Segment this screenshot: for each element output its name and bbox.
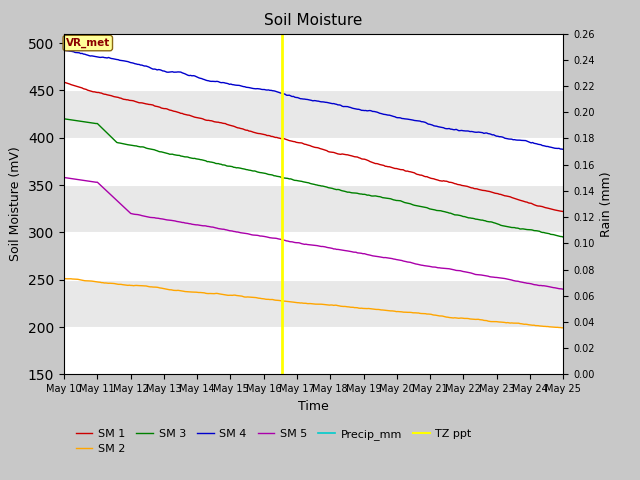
SM 1 <box>234 125 242 131</box>
SM 3 <box>234 165 242 170</box>
SM 2 <box>226 292 234 298</box>
SM 2 <box>60 276 68 281</box>
SM 4 <box>226 82 234 87</box>
SM 2 <box>558 325 566 331</box>
SM 3 <box>209 159 216 165</box>
Bar <box>64 90 563 138</box>
SM 4 <box>559 146 567 152</box>
SM 1 <box>532 203 540 208</box>
Bar <box>64 280 563 327</box>
SM 2 <box>122 282 129 288</box>
SM 2 <box>532 323 540 328</box>
SM 3 <box>278 175 286 180</box>
SM 4 <box>60 47 68 53</box>
Title: Soil Moisture: Soil Moisture <box>264 13 363 28</box>
Line: SM 4: SM 4 <box>64 50 563 149</box>
Bar <box>64 232 563 280</box>
SM 3 <box>60 116 68 121</box>
SM 4 <box>532 141 540 146</box>
SM 5 <box>122 205 129 211</box>
SM 4 <box>209 78 216 84</box>
Text: VR_met: VR_met <box>66 38 110 48</box>
Bar <box>64 43 563 90</box>
SM 2 <box>209 291 216 297</box>
SM 3 <box>122 141 129 147</box>
SM 2 <box>234 293 242 299</box>
Legend: SM 1, SM 2, SM 3, SM 4, SM 5, Precip_mm, TZ ppt: SM 1, SM 2, SM 3, SM 4, SM 5, Precip_mm,… <box>71 424 476 459</box>
Bar <box>64 327 563 374</box>
SM 5 <box>209 224 216 230</box>
SM 5 <box>532 282 540 288</box>
Y-axis label: Soil Moisture (mV): Soil Moisture (mV) <box>10 146 22 262</box>
Bar <box>64 185 563 232</box>
SM 4 <box>122 58 129 64</box>
X-axis label: Time: Time <box>298 400 329 413</box>
SM 3 <box>559 234 567 240</box>
SM 4 <box>278 91 286 96</box>
Bar <box>64 138 563 185</box>
Line: SM 1: SM 1 <box>64 82 563 212</box>
SM 3 <box>226 163 234 169</box>
SM 2 <box>278 298 286 304</box>
SM 1 <box>209 118 216 124</box>
Line: SM 3: SM 3 <box>64 119 563 237</box>
SM 1 <box>122 96 129 102</box>
SM 5 <box>559 287 567 292</box>
SM 5 <box>226 228 234 234</box>
SM 5 <box>278 237 286 243</box>
SM 1 <box>226 122 234 128</box>
Line: SM 5: SM 5 <box>64 178 563 289</box>
SM 4 <box>234 83 242 88</box>
SM 1 <box>278 136 286 142</box>
SM 5 <box>60 175 68 180</box>
SM 5 <box>234 229 242 235</box>
SM 2 <box>559 325 567 331</box>
Y-axis label: Rain (mm): Rain (mm) <box>600 171 613 237</box>
SM 1 <box>60 79 68 85</box>
Line: SM 2: SM 2 <box>64 278 563 328</box>
SM 3 <box>532 228 540 233</box>
SM 1 <box>559 209 567 215</box>
